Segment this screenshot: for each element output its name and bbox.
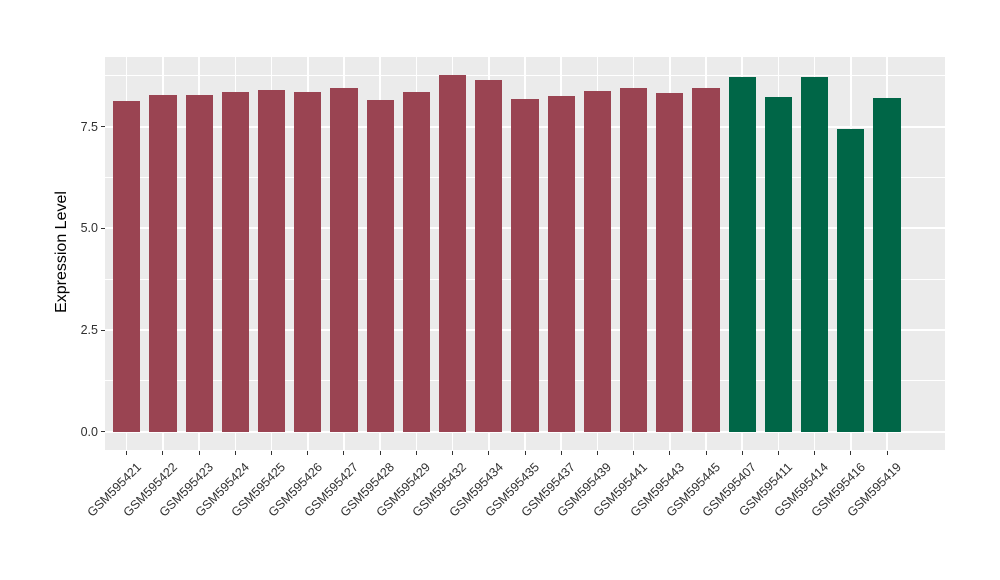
bar-GSM595416 [837, 129, 865, 432]
bar-GSM595428 [366, 100, 394, 432]
bar-GSM595422 [149, 94, 177, 432]
x-tick [560, 450, 562, 455]
bar-GSM595411 [764, 97, 793, 432]
y-tick-label: 0.0 [80, 424, 98, 439]
bar-GSM595407 [728, 77, 756, 432]
x-tick [705, 450, 707, 455]
x-tick [886, 450, 888, 455]
x-tick [669, 450, 671, 455]
bar-GSM595432 [438, 74, 467, 432]
bar-GSM595426 [294, 91, 322, 432]
x-tick [452, 450, 454, 455]
y-tick-label: 2.5 [80, 323, 98, 338]
bar-GSM595425 [257, 90, 286, 432]
x-tick [488, 450, 490, 455]
y-tick-label: 7.5 [80, 119, 98, 134]
x-tick [850, 450, 852, 455]
x-tick [343, 450, 345, 455]
x-tick [198, 450, 200, 455]
bar-GSM595423 [185, 94, 213, 432]
x-tick [162, 450, 164, 455]
bar-GSM595435 [511, 99, 539, 432]
bar-GSM595434 [475, 79, 503, 432]
y-tick [100, 329, 105, 331]
bar-GSM595414 [801, 77, 829, 432]
bar-GSM595421 [113, 100, 141, 432]
x-tick [633, 450, 635, 455]
x-tick [741, 450, 743, 455]
bar-GSM595445 [692, 88, 720, 432]
x-tick [126, 450, 128, 455]
bar-GSM595427 [330, 88, 358, 432]
x-tick [307, 450, 309, 455]
bar-GSM595443 [656, 92, 684, 432]
bar-GSM595424 [221, 91, 249, 432]
y-axis-title: Expression Level [53, 191, 70, 313]
bar-GSM595441 [620, 88, 648, 432]
bar-GSM595419 [873, 97, 901, 432]
bar-GSM595439 [583, 91, 611, 432]
x-tick [814, 450, 816, 455]
bar-GSM595429 [402, 92, 430, 432]
x-tick [415, 450, 417, 455]
x-tick [777, 450, 779, 455]
x-tick [379, 450, 381, 455]
x-tick [271, 450, 273, 455]
y-tick [100, 227, 105, 229]
y-tick [100, 431, 105, 433]
y-tick-label: 5.0 [80, 221, 98, 236]
plot-panel [105, 57, 945, 450]
y-tick [100, 126, 105, 128]
x-tick [524, 450, 526, 455]
bar-GSM595437 [547, 95, 575, 432]
x-tick [596, 450, 598, 455]
x-tick [234, 450, 236, 455]
